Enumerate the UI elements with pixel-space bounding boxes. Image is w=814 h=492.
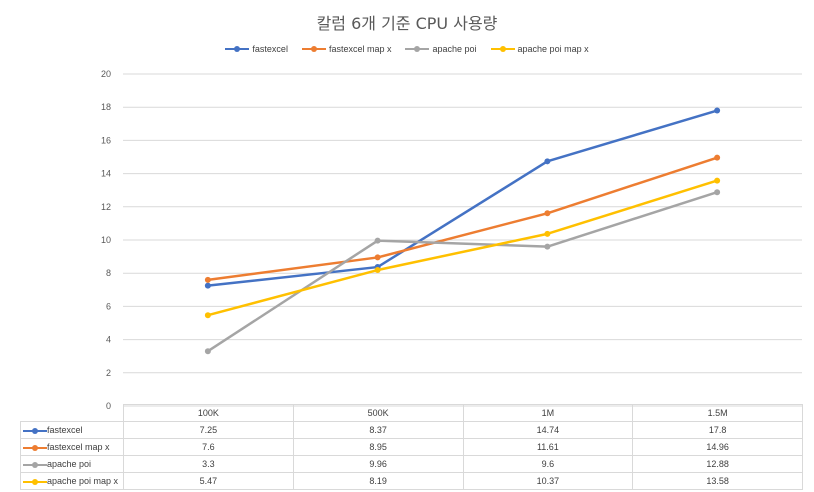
data-label: 7.6 [123,438,294,456]
data-label: 3.3 [123,455,294,473]
legend-entry-3: apache poi map x [490,44,589,54]
table-row: apache poi 3.3 9.96 9.6 12.88 [20,455,803,473]
data-label: 9.96 [292,455,464,473]
y-tick-label-8: 8 [106,268,111,278]
data-point-3-2 [544,230,551,237]
x-category-label: 100K [123,404,294,422]
table-row: fastexcel 7.25 8.37 14.74 17.8 [20,421,803,439]
series-key [23,461,47,469]
y-tick-label-6: 6 [106,301,111,311]
data-label: 8.95 [292,438,464,456]
table-row-header: fastexcel map x [20,438,124,456]
series-line-0 [206,109,719,287]
data-point-1-1 [374,254,381,261]
legend-entry-2: apache poi [405,44,477,54]
data-label: 11.61 [462,438,634,456]
table-row-header: fastexcel [20,421,124,439]
data-point-3-3 [714,177,721,184]
data-point-3-1 [374,267,381,274]
series-key [23,444,47,452]
data-point-2-2 [544,243,551,250]
data-point-3-0 [204,312,211,319]
data-point-1-2 [544,210,551,217]
table-row-header: apache poi map x [20,472,124,490]
chart-title: 칼럼 6개 기준 CPU 사용량 [316,14,498,33]
legend: fastexcel fastexcel map x apache poi apache… [0,44,814,54]
table-header-row: 100K 500K 1M 1.5M [20,404,803,422]
data-point-2-1 [374,237,381,244]
data-label: 7.25 [123,421,294,439]
data-label: 9.6 [462,455,634,473]
legend-swatch [490,45,515,53]
data-point-0-3 [714,107,721,114]
data-point-2-0 [204,348,211,355]
data-label: 5.47 [123,472,294,490]
legend-label: fastexcel [252,44,288,54]
data-point-0-2 [544,158,551,165]
legend-label: apache poi map x [517,44,589,54]
data-label: 17.8 [632,421,803,439]
data-point-1-3 [714,154,721,161]
series-line-2 [206,190,719,353]
series-line-1 [206,156,719,282]
y-tick-label-2: 2 [106,368,111,378]
data-label: 14.74 [462,421,634,439]
legend-entry-0: fastexcel [225,44,288,54]
series-name: fastexcel [47,425,83,435]
data-label: 13.58 [632,472,803,490]
data-label: 10.37 [462,472,634,490]
y-tick-label-4: 4 [106,335,111,345]
x-category-label: 500K [292,404,464,422]
data-table: 100K 500K 1M 1.5M fastexcel 7.25 8.37 14.74 17.8… [20,404,803,490]
data-label: 8.37 [292,421,464,439]
x-category-label: 1M [462,404,634,422]
legend-swatch [225,45,250,53]
series-name: apache poi map x [47,476,119,486]
data-point-2-3 [714,189,721,196]
series-key [23,478,47,486]
y-tick-label-14: 14 [101,169,111,179]
y-tick-label-20: 20 [101,69,111,79]
y-tick-label-16: 16 [101,135,111,145]
y-tick-label-18: 18 [101,102,111,112]
y-tick-label-12: 12 [101,202,111,212]
data-label: 8.19 [292,472,464,490]
data-label: 14.96 [632,438,803,456]
table-row: fastexcel map x 7.6 8.95 11.61 14.96 [20,438,803,456]
legend-swatch [405,45,430,53]
legend-label: fastexcel map x [328,44,392,54]
table-row: apache poi map x 5.47 8.19 10.37 13.58 [20,472,803,490]
series-name: apache poi [47,459,92,469]
x-category-label: 1.5M [632,404,803,422]
legend-entry-1: fastexcel map x [301,44,392,54]
series-key [23,427,47,435]
data-point-1-0 [204,276,211,283]
data-point-0-0 [204,282,211,289]
table-corner [20,404,124,422]
legend-label: apache poi [432,44,477,54]
series-name: fastexcel map x [47,442,110,452]
legend-swatch [301,45,326,53]
data-label: 12.88 [632,455,803,473]
table-row-header: apache poi [20,455,124,473]
y-tick-label-10: 10 [101,235,111,245]
series-line-3 [206,179,719,317]
